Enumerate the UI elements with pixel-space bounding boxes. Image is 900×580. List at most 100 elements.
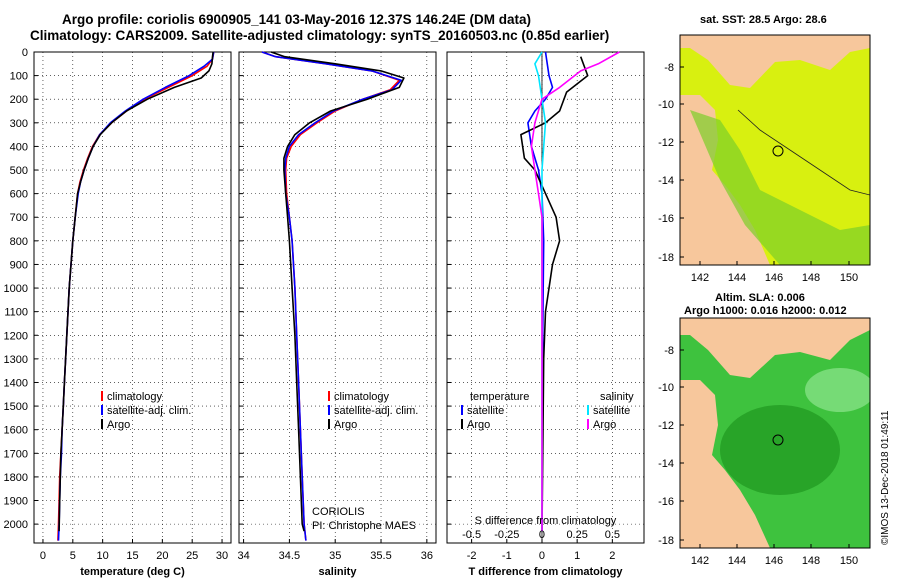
- s-axis-label: S difference from climatology: [475, 515, 617, 527]
- depth-tick-label: 100: [10, 71, 28, 83]
- legend-label: Argo: [593, 419, 616, 431]
- sla-lon-label: 146: [765, 555, 783, 567]
- sla-map-low-anomaly: [720, 405, 840, 495]
- legend-label: satellite-adj. clim.: [334, 405, 418, 417]
- sst-lat-label: -8: [664, 62, 674, 74]
- sla-map-high-anomaly: [805, 368, 870, 412]
- s-tick-label: 0.25: [566, 529, 587, 541]
- panel-frame: [238, 51, 437, 544]
- x-tick-label: 0: [539, 550, 545, 562]
- sla-lat-label: -14: [658, 458, 674, 470]
- annotation-line: CORIOLIS: [312, 506, 365, 518]
- legend-panel-3: temperature salinity satellite Argo satellit…: [461, 391, 634, 541]
- x-tick-label: -2: [467, 550, 477, 562]
- sla-map-cape-york-land: [680, 380, 770, 548]
- annotation-line: PI: Christophe MAES: [312, 520, 416, 532]
- sla-map-title-2: Argo h1000: 0.016 h2000: 0.012: [684, 305, 847, 317]
- x-axis-label: T difference from climatology: [468, 566, 623, 578]
- legend-label: satellite: [467, 405, 504, 417]
- sla-lat-label: -10: [658, 382, 674, 394]
- sla-lat-label: -8: [664, 345, 674, 357]
- depth-tick-label: 1000: [4, 283, 28, 295]
- profile-panel-3: -2 -1 0 1 2 T difference from climatology: [446, 51, 645, 578]
- sst-lon-label: 150: [840, 272, 858, 284]
- depth-tick-label: 1600: [4, 425, 28, 437]
- sst-lat-label: -18: [658, 252, 674, 264]
- depth-tick-label: 900: [10, 259, 28, 271]
- depth-tick-label: 1800: [4, 472, 28, 484]
- series-line-t-satellite: [527, 51, 554, 532]
- legend-label: satellite: [593, 405, 630, 417]
- sla-lon-label: 142: [691, 555, 709, 567]
- panel-frame: [446, 51, 645, 544]
- depth-tick-label: 200: [10, 94, 28, 106]
- sst-map-title: sat. SST: 28.5 Argo: 28.6: [700, 14, 827, 26]
- x-tick-label: 20: [156, 550, 168, 562]
- sst-lon-label: 148: [802, 272, 820, 284]
- sla-map-frame: [679, 317, 871, 549]
- depth-tick-label: 1500: [4, 401, 28, 413]
- sla-lon-label: 144: [728, 555, 746, 567]
- legend-panel-2: climatology satellite-adj. clim. Argo: [328, 391, 418, 431]
- sst-lon-label: 144: [728, 272, 746, 284]
- x-axis-label: salinity: [319, 566, 358, 578]
- sla-lat-label: -18: [658, 535, 674, 547]
- s-tick-label: -0.5: [462, 529, 481, 541]
- sla-lat-label: -12: [658, 420, 674, 432]
- x-tick-label: 35: [329, 550, 341, 562]
- sst-map-shelf-contour: [737, 109, 870, 196]
- x-tick-label: 5: [70, 550, 76, 562]
- sst-lat-label: -16: [658, 213, 674, 225]
- x-tick-label: 1: [574, 550, 580, 562]
- depth-tick-label: 700: [10, 212, 28, 224]
- sla-lon-label: 150: [840, 555, 858, 567]
- profile-panel-2: 34 34.5 35 35.5 36 salinity: [237, 51, 437, 578]
- legend-title: salinity: [600, 391, 634, 403]
- x-axis-label: temperature (deg C): [80, 566, 185, 578]
- x-tick-label: 2: [609, 550, 615, 562]
- sla-lon-label: 148: [802, 555, 820, 567]
- figure-title-line1: Argo profile: coriolis 6900905_141 03-Ma…: [62, 12, 531, 27]
- sla-map-papua-land: [680, 318, 870, 378]
- depth-tick-label: 0: [22, 47, 28, 59]
- s-tick-label: 0.5: [605, 529, 620, 541]
- sst-lat-label: -12: [658, 137, 674, 149]
- depth-tick-label: 500: [10, 165, 28, 177]
- series-line-argo: [58, 51, 214, 532]
- series-line-s-argo: [530, 51, 620, 532]
- x-tick-label: 15: [126, 550, 138, 562]
- x-tick-label: 30: [216, 550, 228, 562]
- figure-title-line2: Climatology: CARS2009. Satellite-adjuste…: [30, 28, 610, 43]
- depth-tick-label: 1200: [4, 330, 28, 342]
- x-tick-label: -1: [502, 550, 512, 562]
- x-tick-label: 34.5: [279, 550, 300, 562]
- x-tick-label: 36: [421, 550, 433, 562]
- legend-label: Argo: [107, 419, 130, 431]
- depth-tick-label: 2000: [4, 519, 28, 531]
- series-line-t-argo: [520, 56, 589, 532]
- s-tick-label: 0: [539, 529, 545, 541]
- sst-map-cooler-band: [690, 110, 870, 265]
- depth-tick-label: 1100: [4, 307, 28, 319]
- sst-map-argo-marker: [772, 145, 784, 157]
- depth-tick-label: 1700: [4, 448, 28, 460]
- legend-label: climatology: [107, 391, 163, 403]
- depth-tick-label: 300: [10, 118, 28, 130]
- depth-axis: 0 100 200 300 400 500 600 700 800 900 1000 1100 1200…: [4, 47, 28, 531]
- sst-map: [680, 35, 870, 265]
- panel-frame: [33, 51, 232, 544]
- sst-map-frame: [679, 34, 871, 266]
- depth-tick-label: 800: [10, 236, 28, 248]
- s-tick-label: -0.25: [494, 529, 519, 541]
- legend-label: climatology: [334, 391, 390, 403]
- series-line-argo: [270, 51, 405, 532]
- x-tick-label: 35.5: [370, 550, 391, 562]
- sst-map-papua-land: [680, 35, 870, 88]
- x-tick-label: 0: [40, 550, 46, 562]
- sst-lon-label: 146: [765, 272, 783, 284]
- depth-tick-label: 600: [10, 189, 28, 201]
- depth-tick-label: 400: [10, 141, 28, 153]
- x-tick-label: 34: [237, 550, 249, 562]
- observer-annotation: CORIOLIS PI: Christophe MAES: [312, 506, 416, 532]
